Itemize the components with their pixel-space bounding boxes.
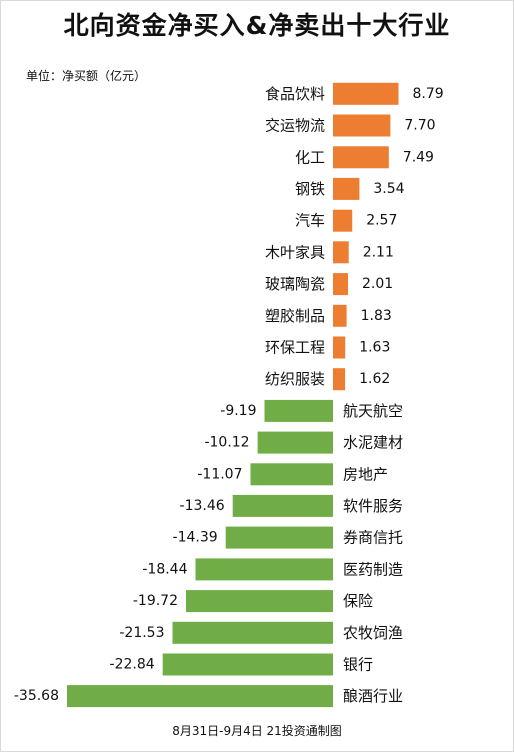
category-label: 环保工程 bbox=[265, 339, 325, 357]
data-label: 7.49 bbox=[403, 149, 434, 165]
data-label: -11.07 bbox=[197, 466, 242, 482]
category-label: 钢铁 bbox=[295, 180, 325, 198]
category-label: 券商信托 bbox=[343, 529, 403, 547]
category-label: 交运物流 bbox=[265, 117, 325, 135]
data-label: -35.68 bbox=[14, 688, 59, 704]
data-label: -18.44 bbox=[142, 561, 187, 577]
category-label: 医药制造 bbox=[343, 560, 403, 578]
bar bbox=[186, 590, 333, 613]
data-label: 2.11 bbox=[363, 244, 394, 260]
category-label: 银行 bbox=[343, 656, 373, 674]
data-label: 1.62 bbox=[359, 371, 390, 387]
bar bbox=[257, 431, 333, 454]
bar bbox=[333, 241, 349, 264]
data-label: 7.70 bbox=[404, 118, 435, 134]
bar bbox=[232, 494, 333, 517]
category-label: 汽车 bbox=[295, 212, 325, 230]
bar bbox=[250, 463, 333, 486]
data-label: 1.63 bbox=[359, 340, 390, 356]
category-label: 航天航空 bbox=[343, 402, 403, 420]
data-label: -21.53 bbox=[119, 625, 164, 641]
bar bbox=[333, 177, 360, 200]
bar bbox=[333, 209, 353, 232]
data-label: 2.57 bbox=[366, 213, 397, 229]
bar bbox=[333, 114, 391, 137]
category-label: 房地产 bbox=[343, 465, 388, 483]
bar bbox=[333, 368, 346, 391]
data-label: 8.79 bbox=[413, 86, 444, 102]
data-label: -22.84 bbox=[110, 657, 155, 673]
unit-label: 单位：净买额（亿元） bbox=[26, 69, 147, 83]
bar bbox=[333, 82, 399, 105]
chart-title: 北向资金净买入&净卖出十大行业 bbox=[63, 11, 451, 40]
category-label: 农牧饲渔 bbox=[343, 624, 403, 642]
data-label: -10.12 bbox=[204, 435, 249, 451]
data-label: 3.54 bbox=[373, 181, 404, 197]
data-label: -9.19 bbox=[220, 403, 256, 419]
bar bbox=[67, 685, 333, 708]
category-label: 塑胶制品 bbox=[265, 307, 325, 325]
data-label: -14.39 bbox=[173, 530, 218, 546]
category-label: 软件服务 bbox=[343, 497, 403, 515]
category-label: 酿酒行业 bbox=[343, 687, 403, 705]
bar bbox=[172, 621, 333, 644]
data-label: 1.83 bbox=[361, 308, 392, 324]
data-label: 2.01 bbox=[362, 276, 393, 292]
category-label: 保险 bbox=[343, 592, 373, 610]
data-label: -19.72 bbox=[133, 593, 178, 609]
bar bbox=[333, 304, 347, 327]
bar bbox=[162, 653, 333, 676]
category-label: 食品饮料 bbox=[265, 85, 325, 103]
category-label: 木叶家具 bbox=[265, 243, 325, 261]
chart-footer: 8月31日-9月4日 21投资通制图 bbox=[172, 724, 342, 738]
bar bbox=[264, 399, 333, 422]
category-label: 化工 bbox=[295, 148, 325, 166]
bar bbox=[333, 146, 389, 169]
category-label: 纺织服装 bbox=[265, 370, 325, 388]
data-label: -13.46 bbox=[180, 498, 225, 514]
bar bbox=[333, 336, 346, 359]
category-label: 玻璃陶瓷 bbox=[265, 275, 325, 293]
bar bbox=[333, 273, 348, 296]
category-label: 水泥建材 bbox=[343, 434, 403, 452]
bar bbox=[195, 558, 333, 581]
bar bbox=[225, 526, 333, 549]
